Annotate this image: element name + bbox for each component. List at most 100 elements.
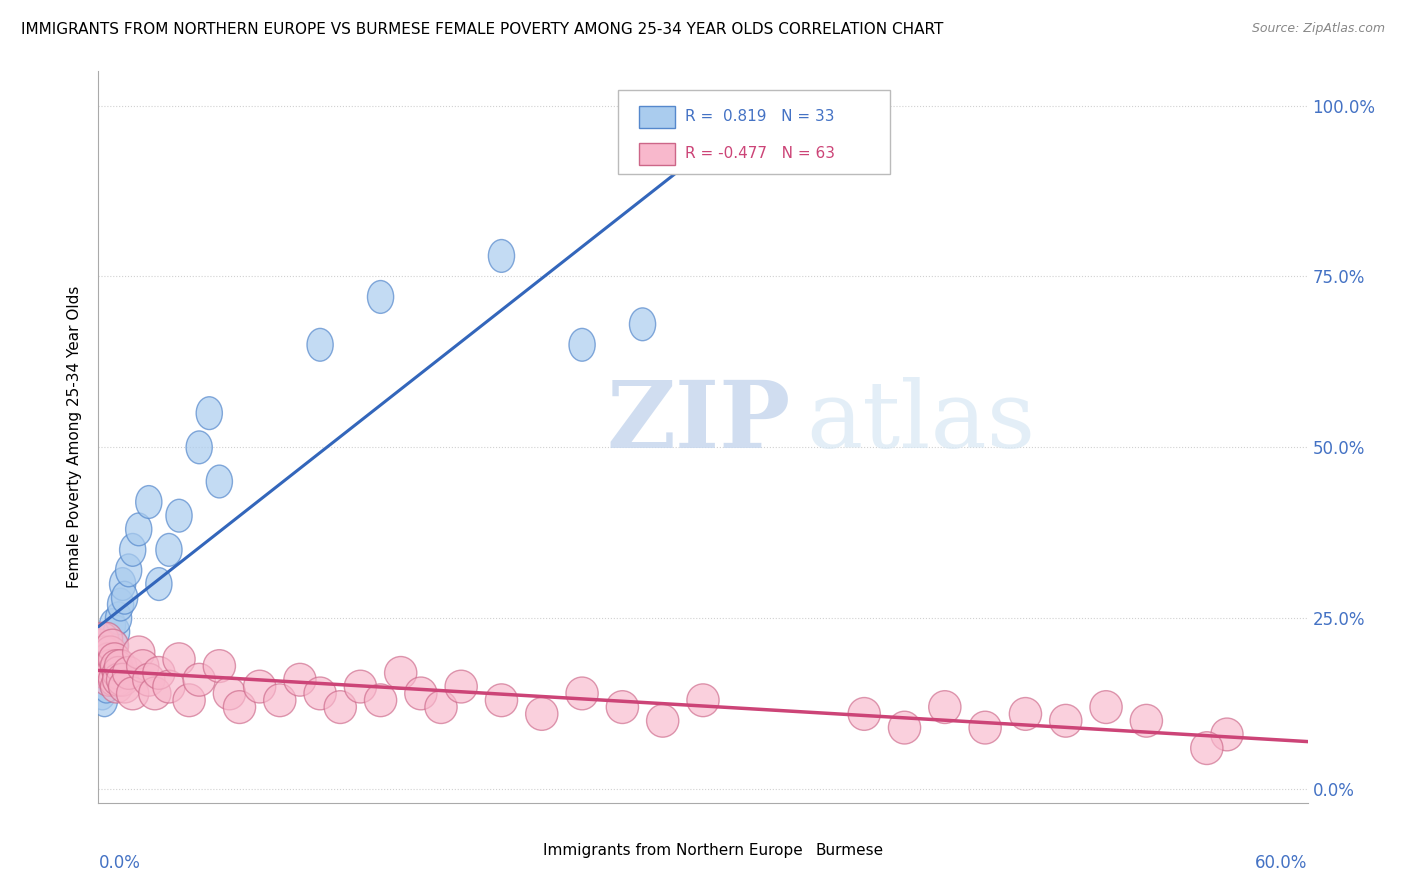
Text: ZIP: ZIP: [606, 377, 790, 467]
Ellipse shape: [214, 677, 246, 710]
Ellipse shape: [117, 677, 149, 710]
Ellipse shape: [101, 629, 128, 662]
Ellipse shape: [425, 690, 457, 723]
Text: 60.0%: 60.0%: [1256, 854, 1308, 872]
Ellipse shape: [97, 664, 124, 696]
Ellipse shape: [143, 657, 174, 690]
Ellipse shape: [385, 657, 416, 690]
Ellipse shape: [526, 698, 558, 731]
Ellipse shape: [367, 281, 394, 313]
Ellipse shape: [111, 582, 138, 614]
Text: IMMIGRANTS FROM NORTHERN EUROPE VS BURMESE FEMALE POVERTY AMONG 25-34 YEAR OLDS : IMMIGRANTS FROM NORTHERN EUROPE VS BURME…: [21, 22, 943, 37]
Ellipse shape: [94, 636, 127, 669]
Ellipse shape: [173, 684, 205, 716]
Ellipse shape: [488, 240, 515, 272]
Ellipse shape: [284, 664, 316, 696]
Ellipse shape: [1191, 731, 1223, 764]
Ellipse shape: [86, 643, 118, 675]
Ellipse shape: [889, 711, 921, 744]
Ellipse shape: [94, 649, 127, 682]
Ellipse shape: [108, 670, 141, 703]
Ellipse shape: [197, 397, 222, 430]
Ellipse shape: [112, 657, 145, 690]
Ellipse shape: [90, 657, 122, 690]
Ellipse shape: [364, 684, 396, 716]
Ellipse shape: [93, 664, 125, 696]
Ellipse shape: [156, 533, 181, 566]
Ellipse shape: [97, 657, 129, 690]
Ellipse shape: [166, 500, 193, 533]
Text: atlas: atlas: [806, 377, 1035, 467]
Ellipse shape: [93, 643, 125, 675]
Ellipse shape: [100, 608, 125, 641]
Ellipse shape: [207, 465, 232, 498]
Ellipse shape: [186, 431, 212, 464]
FancyBboxPatch shape: [509, 841, 536, 861]
Ellipse shape: [264, 684, 295, 716]
Ellipse shape: [84, 629, 117, 662]
Ellipse shape: [1090, 690, 1122, 723]
Ellipse shape: [122, 636, 155, 669]
Ellipse shape: [96, 623, 121, 655]
Ellipse shape: [107, 588, 134, 621]
Ellipse shape: [90, 623, 122, 655]
Ellipse shape: [105, 602, 132, 634]
Ellipse shape: [243, 670, 276, 703]
Ellipse shape: [115, 554, 142, 587]
Ellipse shape: [344, 670, 377, 703]
Ellipse shape: [969, 711, 1001, 744]
Ellipse shape: [446, 670, 477, 703]
Ellipse shape: [1130, 705, 1163, 737]
Ellipse shape: [89, 636, 121, 669]
Ellipse shape: [204, 649, 235, 682]
Text: R = -0.477   N = 63: R = -0.477 N = 63: [685, 145, 835, 161]
Ellipse shape: [569, 328, 595, 361]
Ellipse shape: [93, 670, 120, 703]
Ellipse shape: [100, 649, 132, 682]
Ellipse shape: [630, 308, 655, 341]
FancyBboxPatch shape: [782, 841, 808, 861]
Ellipse shape: [127, 649, 159, 682]
Ellipse shape: [107, 664, 139, 696]
Ellipse shape: [89, 649, 121, 682]
Ellipse shape: [485, 684, 517, 716]
Ellipse shape: [929, 690, 960, 723]
Ellipse shape: [163, 643, 195, 675]
Ellipse shape: [304, 677, 336, 710]
Ellipse shape: [96, 649, 121, 682]
Ellipse shape: [139, 677, 172, 710]
Ellipse shape: [606, 690, 638, 723]
Ellipse shape: [104, 649, 136, 682]
Ellipse shape: [848, 698, 880, 731]
Ellipse shape: [1050, 705, 1081, 737]
Ellipse shape: [97, 629, 129, 662]
Y-axis label: Female Poverty Among 25-34 Year Olds: Female Poverty Among 25-34 Year Olds: [67, 286, 83, 588]
Ellipse shape: [146, 567, 172, 600]
Ellipse shape: [104, 615, 129, 648]
Ellipse shape: [110, 567, 136, 600]
Ellipse shape: [103, 664, 135, 696]
FancyBboxPatch shape: [619, 90, 890, 174]
Ellipse shape: [86, 623, 118, 655]
Ellipse shape: [125, 513, 152, 546]
Ellipse shape: [105, 657, 132, 690]
Ellipse shape: [132, 664, 165, 696]
Ellipse shape: [87, 664, 114, 696]
Ellipse shape: [567, 677, 598, 710]
Ellipse shape: [1010, 698, 1042, 731]
Ellipse shape: [405, 677, 437, 710]
Ellipse shape: [325, 690, 356, 723]
Ellipse shape: [97, 636, 124, 669]
Ellipse shape: [647, 705, 679, 737]
Ellipse shape: [98, 664, 131, 696]
Text: Source: ZipAtlas.com: Source: ZipAtlas.com: [1251, 22, 1385, 36]
Ellipse shape: [224, 690, 256, 723]
Ellipse shape: [90, 677, 115, 710]
FancyBboxPatch shape: [638, 106, 675, 128]
Ellipse shape: [120, 533, 146, 566]
Ellipse shape: [91, 684, 118, 716]
Ellipse shape: [100, 643, 125, 675]
Ellipse shape: [103, 657, 135, 690]
Ellipse shape: [91, 657, 118, 690]
Text: 0.0%: 0.0%: [98, 854, 141, 872]
